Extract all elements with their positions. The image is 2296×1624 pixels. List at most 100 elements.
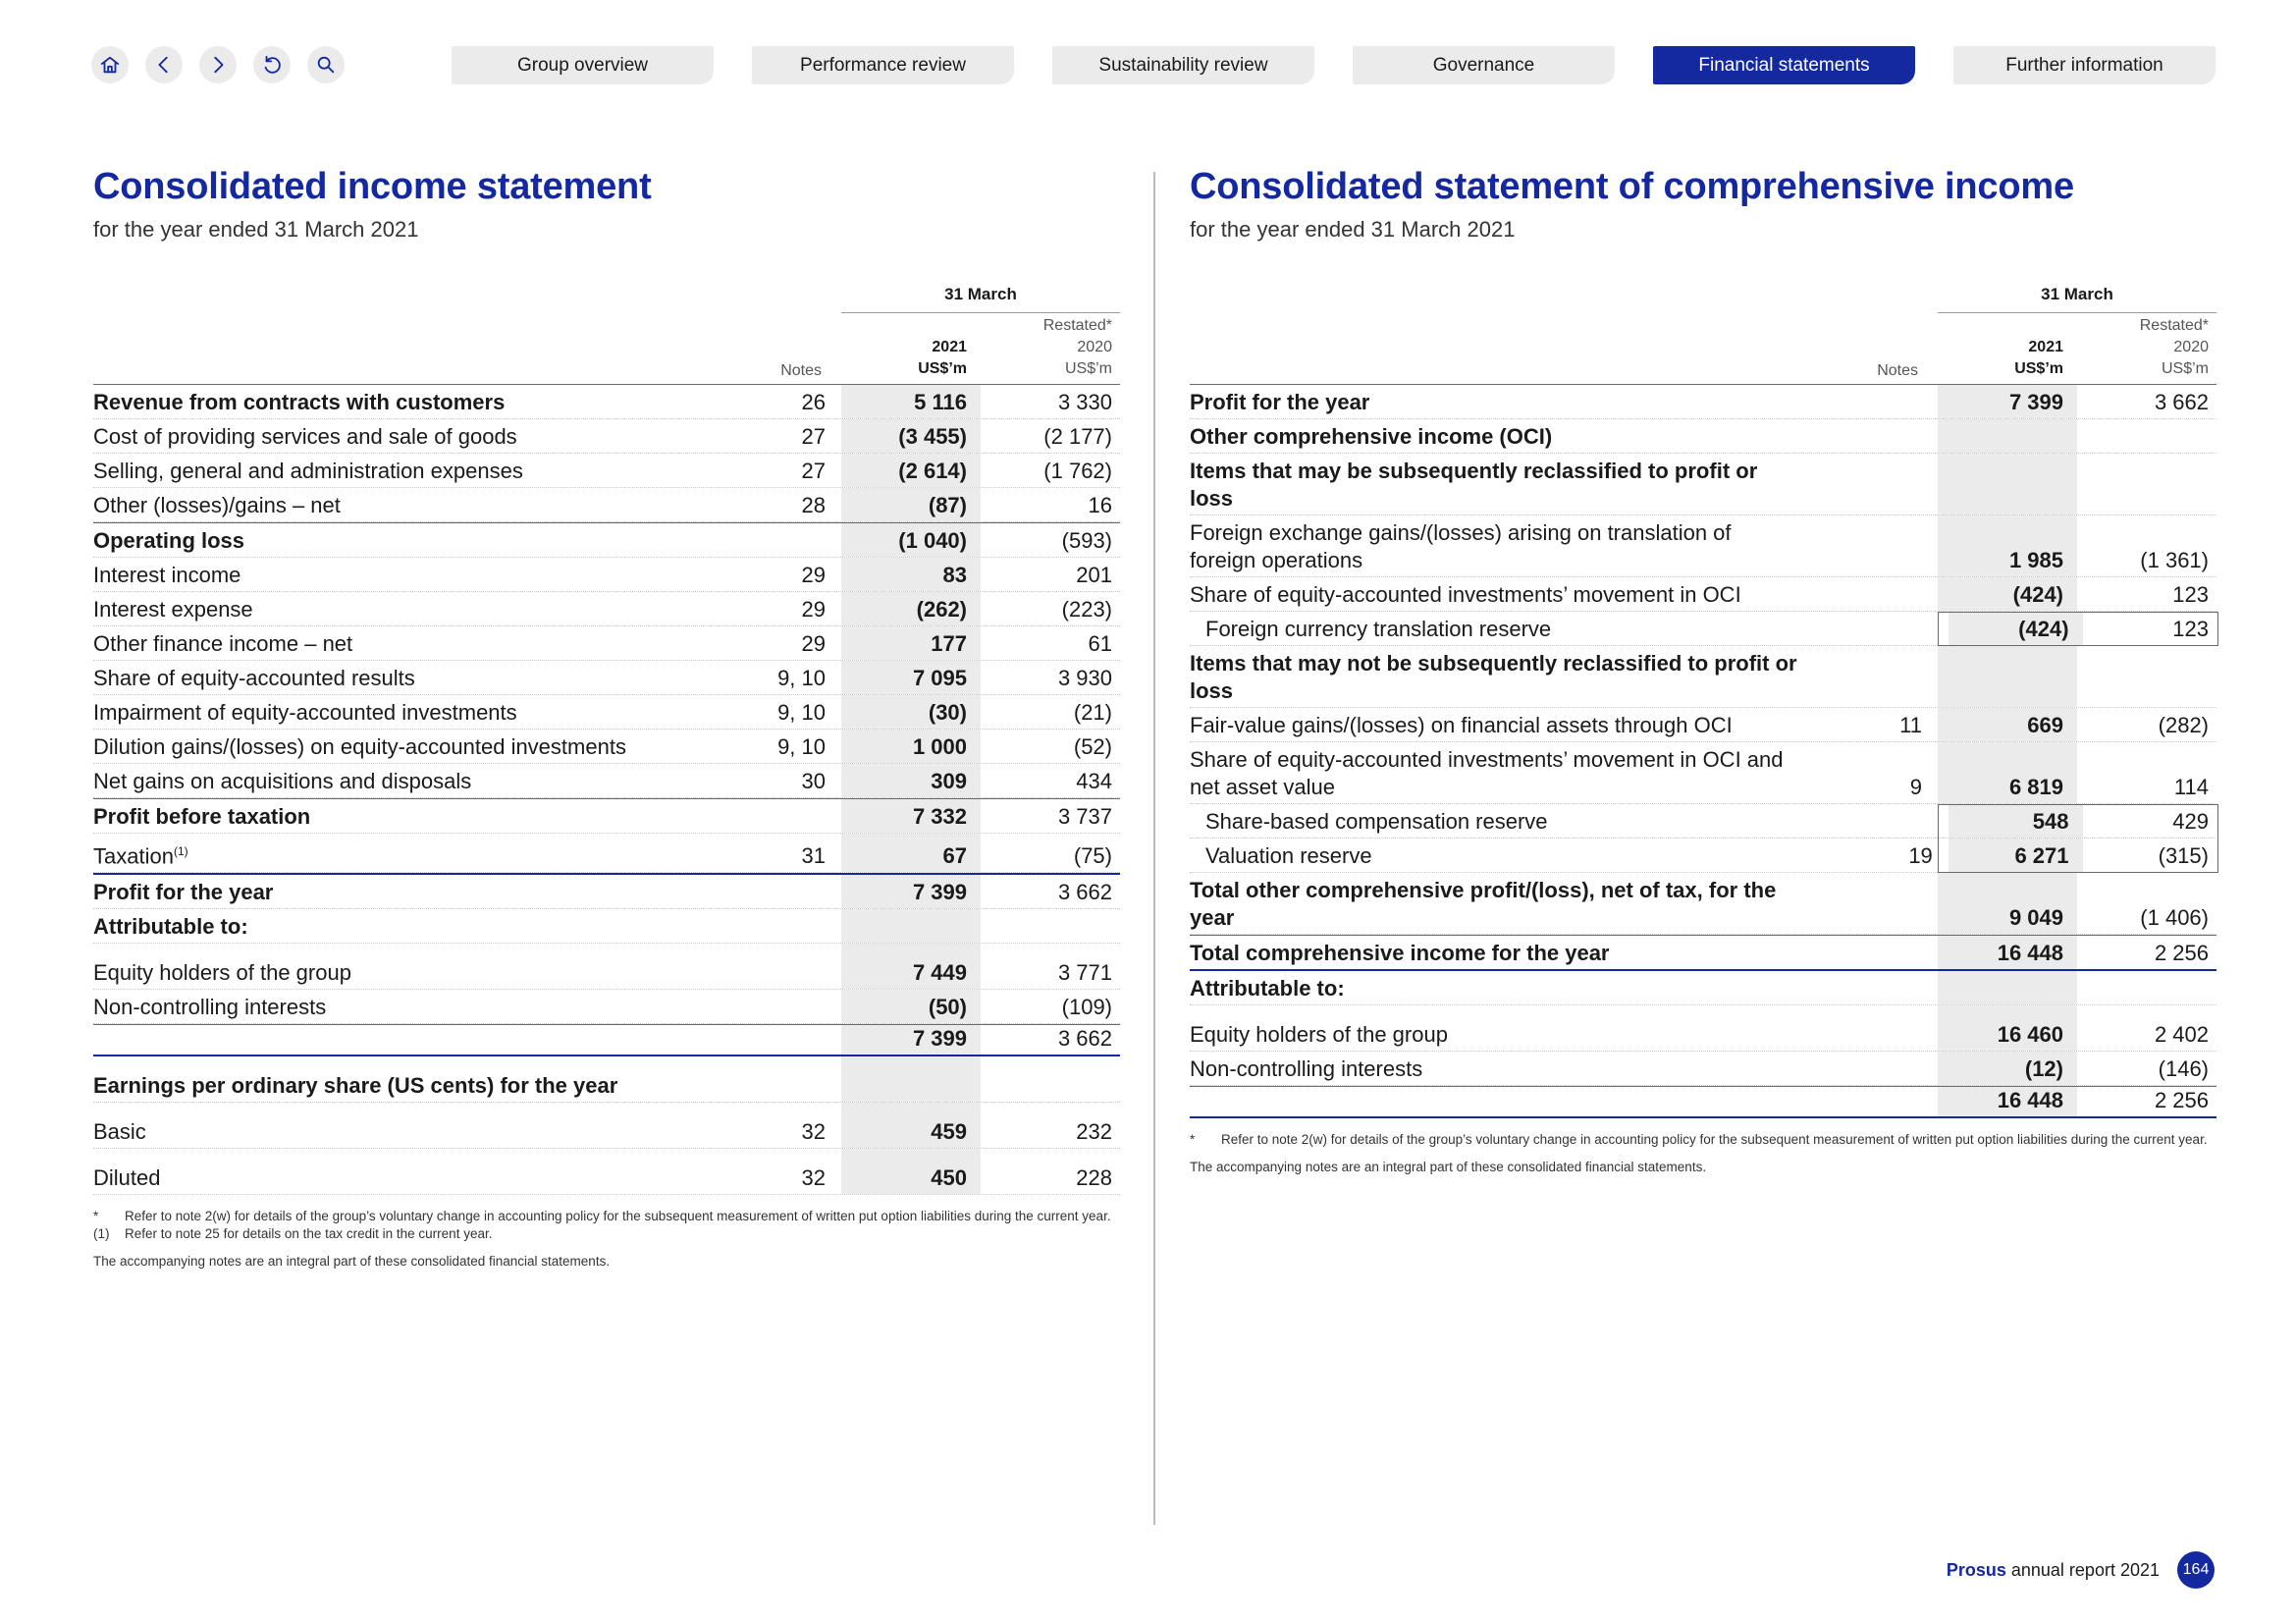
row-label: Interest income <box>93 558 702 591</box>
row-label-text: Share of equity-accounted results <box>93 666 415 690</box>
tab-financial-statements[interactable]: Financial statements <box>1653 46 1915 84</box>
search-button[interactable] <box>307 46 345 83</box>
prior-value: 16 <box>1088 493 1112 517</box>
current-value: 83 <box>841 558 981 591</box>
prior-value: (109) <box>1061 995 1112 1020</box>
prior-value: (315) <box>2158 843 2209 868</box>
current-value: 16 448 <box>1938 936 2077 969</box>
table-row: Total other comprehensive profit/(loss),… <box>1190 873 2216 935</box>
tab-sustainability-review[interactable]: Sustainability review <box>1052 46 1314 84</box>
undo-button[interactable] <box>253 46 291 83</box>
table-row: Cost of providing services and sale of g… <box>93 419 1120 454</box>
footnote-text: Refer to note 2(w) for details of the gr… <box>125 1209 1111 1224</box>
nav-icons <box>91 46 345 83</box>
column-divider <box>1153 172 1155 1525</box>
row-label-text: Items that may be subsequently reclassif… <box>1190 459 1758 511</box>
forward-button[interactable] <box>199 46 237 83</box>
row-label-text: Profit for the year <box>93 880 274 905</box>
row-label: Impairment of equity-accounted investmen… <box>93 695 702 729</box>
table-header-span: 31 March <box>93 284 1120 313</box>
tab-further-information[interactable]: Further information <box>1953 46 2216 84</box>
prior-year-unit: US$’m <box>1064 360 1112 377</box>
tab-group-overview[interactable]: Group overview <box>452 46 714 84</box>
notes: 26 <box>801 390 826 414</box>
table-row: Other comprehensive income (OCI) <box>1190 419 2216 454</box>
current-value: 16 460 <box>1938 1005 2077 1051</box>
table-row: Other (losses)/gains – net 28 (87) 16 <box>93 488 1120 522</box>
footnote-text: Refer to note 25 for details on the tax … <box>125 1226 493 1242</box>
notes <box>702 831 841 833</box>
row-label-text: Total comprehensive income for the year <box>1190 941 1610 965</box>
comprehensive-table: 31 March Notes 2021 US$’m Restated* 2020… <box>1190 284 2218 1118</box>
row-label: Other comprehensive income (OCI) <box>1190 419 1798 453</box>
prior-value: (75) <box>1073 843 1112 869</box>
row-label-text: Impairment of equity-accounted investmen… <box>93 700 517 725</box>
statement-note: The accompanying notes are an integral p… <box>93 1254 611 1270</box>
current-value: (30) <box>841 695 981 729</box>
row-label: Earnings per ordinary share (US cents) f… <box>93 1068 702 1102</box>
current-value: (424) <box>1948 612 2083 645</box>
row-label: Profit for the year <box>1190 385 1798 418</box>
notes: 9 <box>1909 775 1922 799</box>
prior-value: 2 256 <box>2154 1088 2209 1112</box>
row-label-text: Profit before taxation <box>93 804 311 829</box>
footnote-mark: (1) <box>93 1226 110 1242</box>
notes <box>702 555 841 557</box>
prior-value: (2 177) <box>1043 424 1112 449</box>
prior-value: 228 <box>1076 1165 1112 1191</box>
prior-value: 2 256 <box>2154 941 2209 965</box>
row-label-text: Foreign currency translation reserve <box>1205 617 1552 641</box>
prior-value <box>981 1100 1120 1102</box>
notes: 27 <box>801 459 826 483</box>
row-label: Share-based compensation reserve <box>1190 804 1814 838</box>
prior-value: (223) <box>1061 597 1112 622</box>
row-label: Other (losses)/gains – net <box>93 488 702 521</box>
table-body: Profit for the year 7 399 3 662 Other compr… <box>1190 385 2216 1118</box>
footnote-mark: * <box>93 1209 99 1224</box>
footnote-text: Refer to note 2(w) for details of the gr… <box>1221 1132 2208 1147</box>
page-number: 164 <box>2177 1551 2215 1589</box>
table-row: Non-controlling interests (50) (109) <box>93 990 1120 1025</box>
table-row: Share of equity-accounted investments’ m… <box>1190 742 2216 804</box>
row-label-text: Revenue from contracts with customers <box>93 390 506 414</box>
back-button[interactable] <box>145 46 183 83</box>
table-header-span: 31 March <box>1190 284 2216 313</box>
prior-value <box>2077 513 2216 514</box>
notes <box>1798 1049 1938 1051</box>
current-value: 6 271 <box>1948 839 2083 872</box>
row-label: Attributable to: <box>93 909 702 943</box>
chevron-right-icon <box>214 56 224 74</box>
prior-year-label: 2020 <box>1077 339 1112 355</box>
prior-year-restated: Restated* <box>2139 317 2209 334</box>
footnotes: * Refer to note 2(w) for details of the g… <box>93 1209 1120 1270</box>
tab-governance[interactable]: Governance <box>1353 46 1615 84</box>
table-row: Impairment of equity-accounted investmen… <box>93 695 1120 730</box>
row-label <box>93 1049 702 1055</box>
current-value: 309 <box>841 764 981 797</box>
current-value <box>1938 971 2077 1004</box>
notes <box>1798 451 1938 453</box>
prior-value: 429 <box>2172 809 2209 834</box>
home-button[interactable] <box>91 46 129 83</box>
notes <box>702 1021 841 1023</box>
row-label-text: Dilution gains/(losses) on equity-accoun… <box>93 734 626 759</box>
notes <box>1798 1114 1938 1116</box>
row-label-text: Operating loss <box>93 528 245 553</box>
tab-performance-review[interactable]: Performance review <box>752 46 1014 84</box>
row-label: Valuation reserve <box>1190 839 1814 872</box>
current-value: 459 <box>841 1103 981 1149</box>
row-label: Net gains on acquisitions and disposals <box>93 764 702 797</box>
notes: 29 <box>801 631 826 656</box>
row-label-text: Share-based compensation reserve <box>1205 809 1548 834</box>
prior-year-restated: Restated* <box>1042 317 1112 334</box>
current-value <box>1938 419 2077 453</box>
row-label-text: Earnings per ordinary share (US cents) f… <box>93 1073 618 1099</box>
table-row: Profit before taxation 7 332 3 737 <box>93 798 1120 834</box>
prior-value: 3 737 <box>1057 804 1112 829</box>
row-label-text: Diluted <box>93 1165 161 1191</box>
notes <box>1814 643 1949 645</box>
notes <box>702 1100 841 1102</box>
prior-value: 2 402 <box>2154 1022 2209 1047</box>
row-label-text: Attributable to: <box>93 914 248 940</box>
prior-value: (593) <box>1061 528 1112 553</box>
